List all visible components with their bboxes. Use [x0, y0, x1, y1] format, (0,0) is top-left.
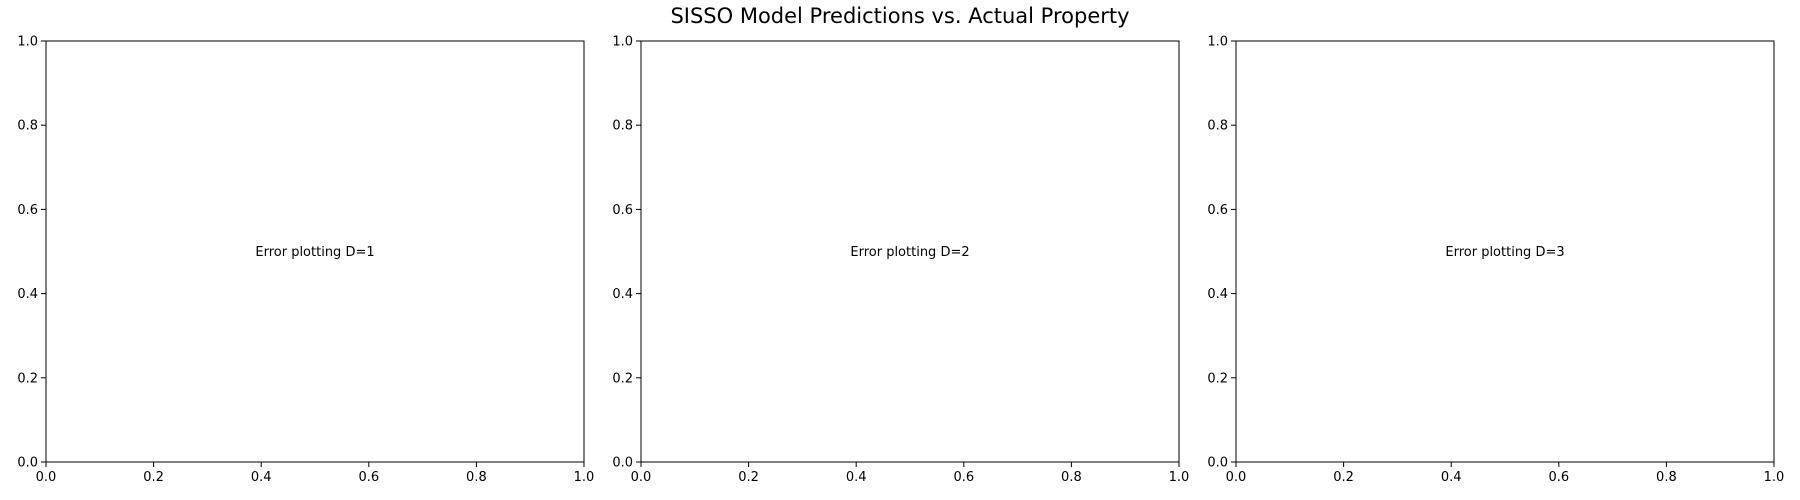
- figure-title: SISSO Model Predictions vs. Actual Prope…: [670, 4, 1130, 28]
- x-tick-label: 1.0: [1169, 470, 1190, 485]
- y-tick-label: 0.4: [17, 287, 38, 302]
- x-tick-label: 0.8: [466, 470, 487, 485]
- x-tick-label: 1.0: [574, 470, 595, 485]
- subplot-1: 0.0 0.2 0.4 0.6 0.8 1.0 0.0 0.2 0.4 0.6 0.8 1.0 Erro…: [17, 35, 594, 486]
- y-tick-label: 0.0: [17, 456, 38, 471]
- y-tick-label: 0.6: [612, 203, 633, 218]
- y-tick-label: 0.8: [1207, 119, 1228, 134]
- x-tick-label: 0.0: [631, 470, 652, 485]
- y-tick-label: 0.6: [17, 203, 38, 218]
- x-tick-label: 0.0: [36, 470, 57, 485]
- axes-frame: [1235, 40, 1775, 463]
- x-tick-label: 0.6: [358, 470, 379, 485]
- x-tick-label: 0.0: [1226, 470, 1247, 485]
- x-tick-label: 0.6: [1548, 470, 1569, 485]
- y-tick-label: 1.0: [612, 35, 633, 50]
- y-tick-label: 1.0: [17, 35, 38, 50]
- y-tick-label: 0.2: [612, 371, 633, 386]
- error-annotation: Error plotting D=2: [850, 245, 969, 260]
- x-tick-label: 0.8: [1061, 470, 1082, 485]
- x-tick-label: 0.2: [143, 470, 164, 485]
- y-tick-label: 0.0: [1207, 456, 1228, 471]
- y-tick-label: 1.0: [1207, 35, 1228, 50]
- subplot-2: 0.0 0.2 0.4 0.6 0.8 1.0 0.0 0.2 0.4 0.6 0.8 1.0 Erro…: [612, 35, 1189, 486]
- x-tick-label: 0.4: [846, 470, 867, 485]
- x-tick-label: 0.8: [1656, 470, 1677, 485]
- y-tick-label: 0.8: [17, 119, 38, 134]
- y-tick-label: 0.2: [17, 371, 38, 386]
- x-tick-label: 1.0: [1764, 470, 1785, 485]
- subplot-3: 0.0 0.2 0.4 0.6 0.8 1.0 0.0 0.2 0.4 0.6 0.8 1.0 Erro…: [1207, 35, 1784, 486]
- y-tick-label: 0.4: [1207, 287, 1228, 302]
- y-tick-label: 0.6: [1207, 203, 1228, 218]
- y-tick-label: 0.2: [1207, 371, 1228, 386]
- x-tick-label: 0.2: [738, 470, 759, 485]
- y-tick-label: 0.0: [612, 456, 633, 471]
- x-tick-label: 0.4: [1441, 470, 1462, 485]
- x-tick-label: 0.2: [1333, 470, 1354, 485]
- error-annotation: Error plotting D=1: [255, 245, 374, 260]
- x-tick-label: 0.6: [953, 470, 974, 485]
- y-tick-label: 0.4: [612, 287, 633, 302]
- axes-frame: [45, 40, 585, 463]
- y-tick-label: 0.8: [612, 119, 633, 134]
- error-annotation: Error plotting D=3: [1445, 245, 1564, 260]
- axes-frame: [640, 40, 1180, 463]
- x-tick-label: 0.4: [251, 470, 272, 485]
